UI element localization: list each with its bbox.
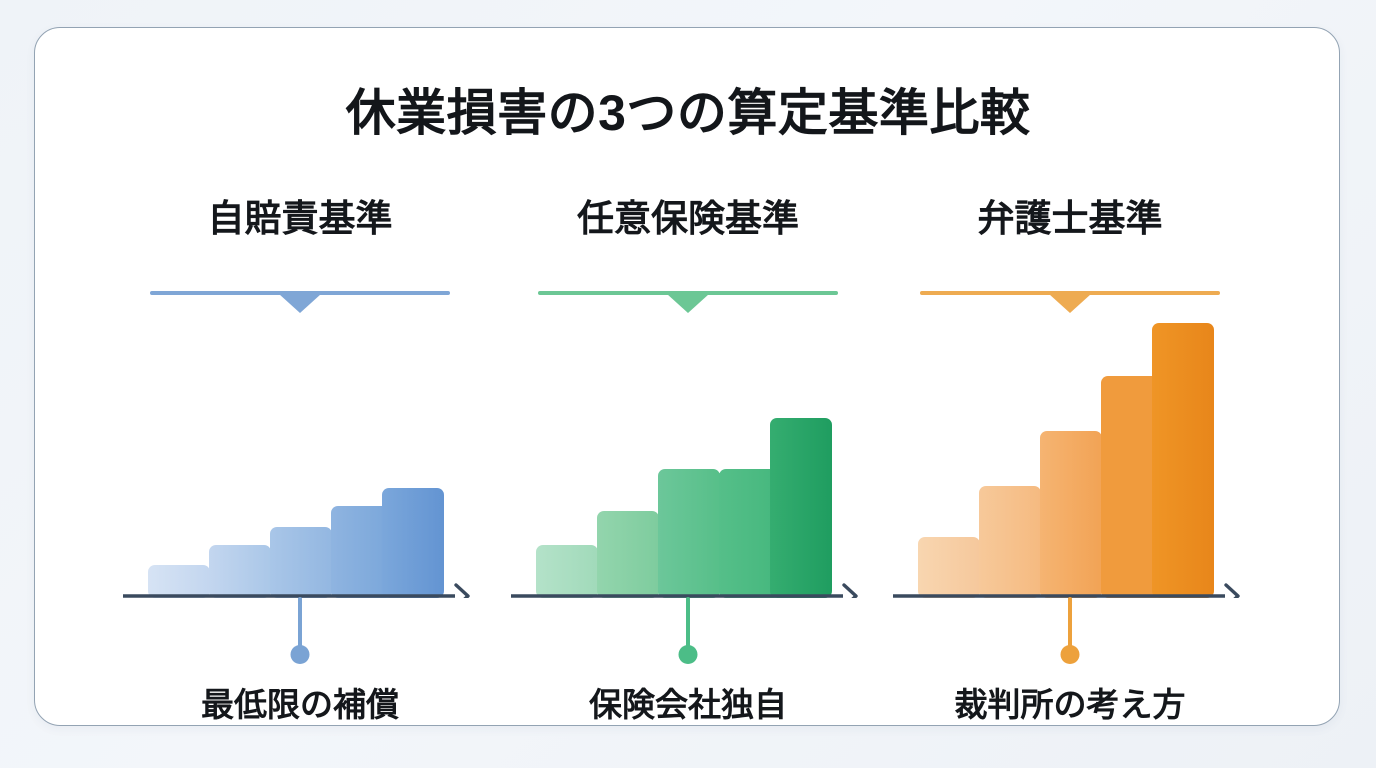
connector-dot bbox=[290, 645, 310, 664]
column-header-label: 任意保険基準 bbox=[577, 198, 799, 239]
header-underline-blue bbox=[150, 291, 450, 295]
connector-dot bbox=[678, 645, 698, 664]
axis-arrow-icon bbox=[1224, 583, 1240, 598]
bar-chart-svg bbox=[511, 418, 858, 598]
column-header-label: 自賠責基準 bbox=[207, 198, 393, 239]
bar-3 bbox=[1040, 431, 1102, 598]
content-card: 休業損害の3つの算定基準比較 自賠責基準 bbox=[34, 27, 1340, 726]
bar-3 bbox=[658, 469, 720, 598]
bar-5 bbox=[1152, 323, 1214, 598]
axis-arrow-icon bbox=[454, 583, 470, 598]
bar-4 bbox=[1101, 376, 1163, 598]
bar-chart-jibaiseki bbox=[117, 313, 483, 598]
header-underline-orange bbox=[920, 291, 1220, 295]
column-caption-label: 最低限の補償 bbox=[201, 686, 399, 723]
column-jibaiseki: 自賠責基準 bbox=[117, 188, 483, 723]
bar-5 bbox=[382, 488, 444, 598]
bar-3 bbox=[270, 527, 332, 598]
bar-2 bbox=[209, 545, 271, 598]
bar-1 bbox=[148, 565, 210, 598]
bar-chart-svg bbox=[123, 488, 470, 598]
page-title: 休業損害の3つの算定基準比較 bbox=[345, 85, 1031, 141]
bar-5 bbox=[770, 418, 832, 598]
axis-arrow-icon bbox=[842, 583, 858, 598]
bar-chart-svg bbox=[893, 323, 1240, 598]
bar-2 bbox=[597, 511, 659, 598]
bar-1 bbox=[918, 537, 980, 598]
column-bengoshi: 弁護士基準 bbox=[887, 188, 1253, 723]
column-ninihoken: 任意保険基準 bbox=[505, 188, 871, 723]
header-underline-green bbox=[538, 291, 838, 295]
connector-blue bbox=[117, 597, 483, 669]
column-header-label: 弁護士基準 bbox=[977, 198, 1163, 239]
connector-orange bbox=[887, 597, 1253, 669]
connector-stem bbox=[1068, 597, 1072, 651]
column-caption-label: 保険会社独自 bbox=[589, 686, 787, 723]
bar-4 bbox=[331, 506, 393, 598]
bar-1 bbox=[536, 545, 598, 598]
bar-chart-bengoshi bbox=[887, 313, 1253, 598]
connector-stem bbox=[686, 597, 690, 651]
connector-stem bbox=[298, 597, 302, 651]
bar-2 bbox=[979, 486, 1041, 598]
bar-chart-ninihoken bbox=[505, 313, 871, 598]
connector-dot bbox=[1060, 645, 1080, 664]
connector-green bbox=[505, 597, 871, 669]
bar-4 bbox=[719, 469, 781, 598]
column-caption-label: 裁判所の考え方 bbox=[954, 686, 1186, 723]
